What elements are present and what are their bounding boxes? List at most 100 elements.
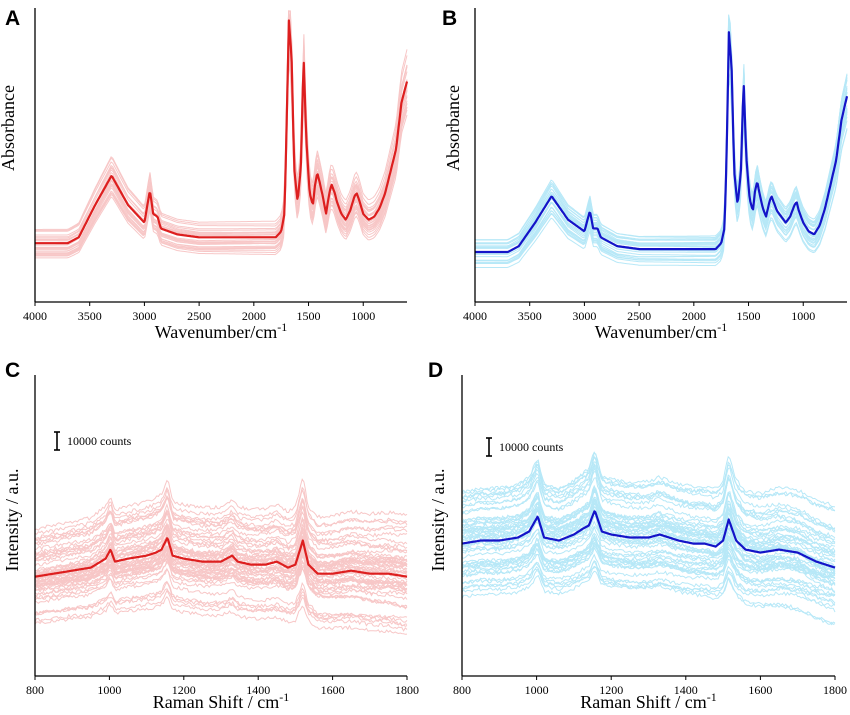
spectrum-trace — [475, 73, 848, 264]
x-tick-label: 2000 — [682, 309, 706, 323]
spectrum-trace — [462, 525, 836, 574]
spectrum-trace — [34, 567, 408, 627]
spectrum-trace — [34, 488, 408, 542]
spectrum-trace — [461, 542, 836, 598]
spectrum-trace — [475, 20, 848, 241]
x-tick-label: 1000 — [351, 309, 375, 323]
spectrum-trace — [34, 487, 408, 552]
spectrum-trace — [34, 505, 408, 559]
spectrum-trace — [461, 452, 836, 530]
x-tick-label: 800 — [453, 683, 471, 697]
spectrum-trace — [461, 461, 836, 544]
y-axis-title: Intensity / a.u. — [2, 469, 22, 572]
spectrum-trace — [35, 10, 408, 230]
x-axis-title-main: Wavenumber/cm — [155, 322, 278, 342]
spectrum-trace — [461, 525, 836, 586]
x-tick-label: 1200 — [599, 683, 623, 697]
spectrum-trace — [34, 523, 408, 574]
x-axis-title-superscript: -1 — [279, 690, 289, 704]
spectrum-trace — [461, 560, 836, 626]
replicate-spectra — [461, 451, 836, 626]
spectrum-trace — [461, 496, 836, 563]
spectrum-trace — [34, 595, 408, 635]
x-tick-label: 800 — [26, 683, 44, 697]
spectrum-trace — [475, 34, 848, 249]
x-tick-label: 1400 — [674, 683, 698, 697]
spectrum-trace — [461, 500, 836, 584]
panel-a: A 4000 3500 3000 2500 2000 1500 1000 Wavenumber/… — [0, 7, 409, 342]
spectrum-trace — [461, 462, 836, 543]
spectrum-trace — [461, 510, 836, 586]
spectrum-trace — [461, 530, 836, 572]
mean-spectrum — [461, 510, 836, 569]
spectrum-trace — [34, 524, 408, 571]
spectrum-trace — [475, 80, 848, 268]
x-axis-title: Wavenumber/cm-1 — [155, 320, 288, 342]
spectrum-trace — [34, 567, 408, 601]
x-axis-title-main: Raman Shift / cm — [153, 692, 279, 712]
x-tick-label: 2500 — [187, 309, 211, 323]
spectrum-trace — [35, 44, 408, 254]
x-tick-label: 2000 — [242, 309, 266, 323]
spectrum-trace — [35, 58, 408, 257]
spectrum-trace — [461, 484, 836, 539]
x-axis-title: Raman Shift / cm-1 — [153, 690, 289, 712]
spectrum-trace — [35, 35, 408, 249]
scale-bar: 10000 counts — [54, 431, 132, 451]
y-axis-title: Absorbance — [443, 85, 463, 171]
x-tick-label: 1600 — [321, 683, 345, 697]
spectrum-trace — [461, 503, 836, 568]
spectrum-trace — [461, 536, 836, 577]
spectrum-trace — [34, 526, 408, 579]
mean-spectrum — [34, 537, 408, 578]
spectrum-trace — [35, 10, 408, 231]
x-tick-label: 3000 — [572, 309, 596, 323]
spectrum-trace — [475, 58, 848, 255]
panel-letter: C — [5, 359, 20, 382]
x-tick-label: 1000 — [791, 309, 815, 323]
spectrum-trace — [475, 24, 848, 249]
spectrum-trace — [34, 553, 408, 588]
spectrum-trace — [461, 466, 836, 533]
x-tick-label: 3500 — [518, 309, 542, 323]
spectrum-trace — [34, 560, 408, 600]
panel-c: C 800 1000 1200 1400 1600 1800 Raman Shift / cm… — [2, 359, 419, 712]
x-axis-title-main: Raman Shift / cm — [580, 692, 706, 712]
spectrum-trace — [34, 519, 408, 581]
x-tick-label: 1600 — [748, 683, 772, 697]
spectrum-trace — [461, 539, 836, 580]
scale-bar-label: 10000 counts — [499, 440, 564, 454]
spectrum-trace — [475, 14, 848, 241]
spectrum-trace — [461, 560, 836, 604]
spectrum-trace — [34, 478, 408, 531]
spectrum-trace — [35, 54, 408, 254]
panel-letter: D — [428, 359, 443, 382]
x-tick-label: 2500 — [627, 309, 651, 323]
spectrum-trace — [35, 10, 408, 232]
x-tick-label: 1800 — [395, 683, 419, 697]
x-tick-label: 1000 — [97, 683, 121, 697]
spectrum-trace — [461, 455, 836, 512]
scale-bar: 10000 counts — [486, 437, 564, 457]
spectrum-trace — [475, 20, 848, 244]
panel-letter: A — [5, 7, 20, 30]
spectrum-trace — [34, 500, 408, 555]
spectrum-trace — [461, 565, 836, 626]
replicate-spectra — [34, 478, 408, 635]
spectrum-trace — [34, 588, 408, 632]
x-tick-label: 1400 — [246, 683, 270, 697]
replicate-spectra — [35, 10, 408, 259]
x-tick-label: 1500 — [297, 309, 321, 323]
x-tick-label: 1800 — [823, 683, 847, 697]
spectrum-trace — [461, 477, 836, 554]
x-axis-title-main: Wavenumber/cm — [595, 322, 718, 342]
spectrum-trace — [34, 486, 408, 535]
x-tick-label: 4000 — [463, 309, 487, 323]
x-tick-label: 3000 — [132, 309, 156, 323]
mean-spectrum — [474, 31, 849, 254]
mean-spectrum — [34, 19, 409, 245]
spectrum-trace — [34, 580, 408, 623]
spectrum-trace — [35, 14, 408, 241]
panel-d: D 800 1000 1200 1400 1600 1800 Raman Shift / cm… — [428, 359, 847, 712]
